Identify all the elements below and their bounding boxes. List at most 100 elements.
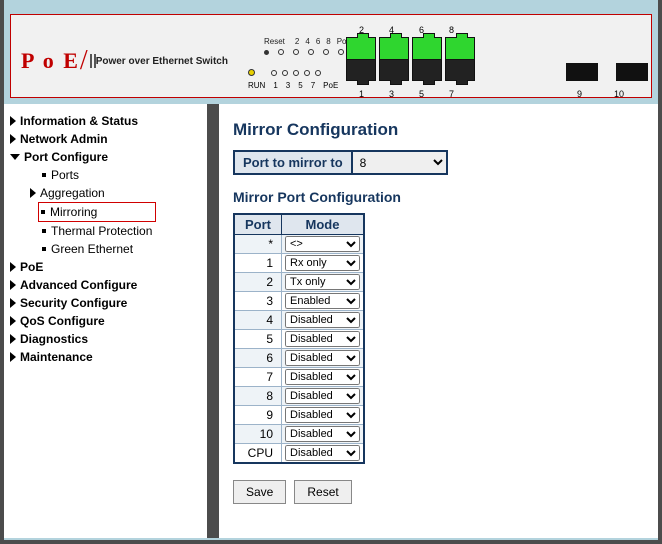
port-1-icon [346, 59, 376, 81]
mode-cell: Enabled [282, 292, 365, 311]
arrow-right-icon [10, 334, 16, 344]
mode-cell: Disabled [282, 444, 365, 464]
nav-maintenance[interactable]: Maintenance [8, 348, 203, 366]
reset-top-numbers: 2 4 6 8 PoE [295, 37, 352, 46]
nav-label: Mirroring [50, 205, 97, 219]
run-led-labels: RUN 1 3 5 7 PoE [248, 81, 338, 90]
port-3-icon [379, 59, 409, 81]
mirror-to-row: Port to mirror to 8 [233, 150, 448, 175]
mode-select[interactable]: Rx only [285, 255, 360, 271]
mode-select[interactable]: Disabled [285, 350, 360, 366]
table-row: 3Enabled [234, 292, 364, 311]
mode-cell: Disabled [282, 387, 365, 406]
nav-aggregation[interactable]: Aggregation [8, 184, 203, 202]
nav-label: Diagnostics [20, 332, 88, 346]
led-icon [278, 49, 284, 55]
port-cell: 1 [234, 254, 282, 273]
mirror-to-select[interactable]: 8 [351, 152, 446, 173]
table-row: 6Disabled [234, 349, 364, 368]
nav-label: Green Ethernet [51, 242, 133, 256]
mode-select[interactable]: Disabled [285, 312, 360, 328]
nav-label: QoS Configure [20, 314, 105, 328]
nav-thermal-protection[interactable]: Thermal Protection [8, 222, 203, 240]
reset-button-icon [264, 50, 269, 55]
bullet-icon [41, 210, 45, 214]
table-row: 8Disabled [234, 387, 364, 406]
mode-select[interactable]: Tx only [285, 274, 360, 290]
mode-cell: <> [282, 235, 365, 254]
ports-top-labels: 2 4 6 8 [359, 25, 454, 35]
nav-mirroring-highlight: Mirroring [38, 202, 156, 222]
nav-port-configure[interactable]: Port Configure [8, 148, 203, 166]
led-icon [293, 49, 299, 55]
arrow-right-icon [10, 116, 16, 126]
port-7-icon [445, 59, 475, 81]
body-row: Information & Status Network Admin Port … [4, 104, 658, 538]
mirror-port-table: Port Mode *<>1Rx only2Tx only3Enabled4Di… [233, 213, 365, 464]
port-cell: 2 [234, 273, 282, 292]
mode-select[interactable]: Disabled [285, 331, 360, 347]
bullet-icon [42, 247, 46, 251]
arrow-right-icon [10, 298, 16, 308]
table-row: CPUDisabled [234, 444, 364, 464]
port-8-icon [445, 37, 475, 59]
mode-select[interactable]: <> [285, 236, 360, 252]
arrow-right-icon [10, 280, 16, 290]
reset-label: Reset [264, 37, 285, 46]
logo-slash-icon: / [80, 45, 88, 77]
sidebar-nav: Information & Status Network Admin Port … [4, 104, 207, 538]
nav-information-status[interactable]: Information & Status [8, 112, 203, 130]
nav-qos-configure[interactable]: QoS Configure [8, 312, 203, 330]
table-row: 1Rx only [234, 254, 364, 273]
col-port-header: Port [234, 214, 282, 235]
section-subtitle: Mirror Port Configuration [233, 189, 644, 205]
mode-cell: Disabled [282, 311, 365, 330]
nav-advanced-configure[interactable]: Advanced Configure [8, 276, 203, 294]
led-icon [338, 49, 344, 55]
sfp-9-icon [566, 63, 598, 81]
mode-cell: Disabled [282, 349, 365, 368]
table-row: 5Disabled [234, 330, 364, 349]
nav-poe[interactable]: PoE [8, 258, 203, 276]
mode-cell: Rx only [282, 254, 365, 273]
logo-poe-text: P o E [21, 48, 80, 74]
button-row: Save Reset [233, 480, 644, 504]
port-cell: 5 [234, 330, 282, 349]
rj45-ports [346, 37, 475, 81]
device-logo: P o E / Power over Ethernet Switch [21, 45, 228, 77]
nav-security-configure[interactable]: Security Configure [8, 294, 203, 312]
nav-ports[interactable]: Ports [8, 166, 203, 184]
port-4-icon [379, 37, 409, 59]
nav-mirroring[interactable]: Mirroring [41, 203, 153, 221]
run-led-area [248, 69, 321, 76]
ports-bottom-labels: 1 3 5 7 [359, 89, 454, 99]
nav-label: Thermal Protection [51, 224, 152, 238]
nav-network-admin[interactable]: Network Admin [8, 130, 203, 148]
arrow-right-icon [10, 134, 16, 144]
port-cell: 3 [234, 292, 282, 311]
arrow-right-icon [10, 352, 16, 362]
run-led-icon [248, 69, 255, 76]
nav-green-ethernet[interactable]: Green Ethernet [8, 240, 203, 258]
table-row: *<> [234, 235, 364, 254]
nav-label: Aggregation [40, 186, 105, 200]
mode-select[interactable]: Disabled [285, 388, 360, 404]
mode-select[interactable]: Disabled [285, 445, 360, 461]
port-cell: 10 [234, 425, 282, 444]
arrow-right-icon [30, 188, 36, 198]
sfp-labels: 9 10 [577, 89, 624, 99]
device-banner: P o E / Power over Ethernet Switch Reset… [10, 14, 652, 98]
mode-select[interactable]: Disabled [285, 407, 360, 423]
nav-label: Network Admin [20, 132, 108, 146]
table-row: 2Tx only [234, 273, 364, 292]
led-icon [308, 49, 314, 55]
mode-select[interactable]: Disabled [285, 369, 360, 385]
save-button[interactable]: Save [233, 480, 286, 504]
nav-diagnostics[interactable]: Diagnostics [8, 330, 203, 348]
sfp-10-icon [616, 63, 648, 81]
app-window: P o E / Power over Ethernet Switch Reset… [0, 0, 662, 544]
mode-select[interactable]: Disabled [285, 426, 360, 442]
mode-cell: Disabled [282, 425, 365, 444]
mode-select[interactable]: Enabled [285, 293, 360, 309]
reset-button[interactable]: Reset [294, 480, 351, 504]
